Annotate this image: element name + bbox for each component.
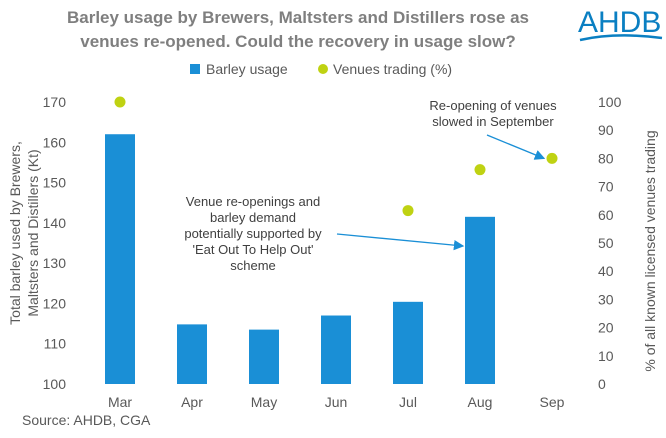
bar-aug	[465, 216, 495, 384]
venue-point-jul	[402, 205, 414, 217]
ahdb-logo: AHDB	[578, 6, 663, 42]
annotation-aug-line: Venue re-openings and	[186, 194, 320, 209]
x-tick-label: Sep	[540, 394, 565, 410]
venue-point-sep	[546, 152, 558, 164]
y2-tick-label: 30	[598, 291, 614, 307]
y-tick-label: 120	[43, 295, 67, 311]
y2-tick-label: 80	[598, 150, 614, 166]
bar-jul	[393, 301, 423, 384]
x-tick-label: Jul	[399, 394, 417, 410]
bar-apr	[177, 324, 207, 384]
annotation-aug-line: potentially supported by	[184, 226, 322, 241]
y-axis-title-line-1: Total barley used by Brewers,	[7, 141, 23, 325]
source-note: Source: AHDB, CGA	[22, 412, 151, 428]
annotation-aug-line: barley demand	[210, 210, 296, 225]
logo-text: AHDB	[578, 6, 661, 39]
annotation-aug-arrow	[336, 233, 465, 251]
x-tick-label: Apr	[181, 394, 203, 410]
y2-tick-label: 10	[598, 348, 614, 364]
venue-point-aug	[474, 164, 486, 176]
bar-jun	[321, 315, 351, 384]
y-axis-title-line-2: Maltsters and Distillers (Kt)	[25, 149, 41, 316]
annotation-sep-line: Re-opening of venues	[429, 98, 557, 113]
y2-tick-label: 50	[598, 235, 614, 251]
annotation-sep-line: slowed in September	[432, 114, 554, 129]
x-tick-label: Jun	[325, 394, 348, 410]
annotation-aug-line: 'Eat Out To Help Out'	[192, 242, 313, 257]
y-tick-label: 170	[43, 94, 67, 110]
annotation-sep-arrow	[486, 134, 546, 160]
legend-bar-label: Barley usage	[206, 61, 288, 77]
legend-dot-swatch	[318, 64, 328, 74]
y-tick-label: 130	[43, 255, 67, 271]
y2-tick-label: 20	[598, 320, 614, 336]
x-tick-label: May	[251, 394, 277, 410]
y2-tick-label: 0	[598, 376, 606, 392]
bar-may	[249, 329, 279, 384]
y-tick-label: 100	[43, 376, 67, 392]
y-tick-label: 110	[44, 336, 67, 352]
chart-title: Barley usage by Brewers, Maltsters and D…	[0, 6, 596, 54]
y2-tick-label: 40	[598, 263, 614, 279]
y-tick-label: 150	[43, 175, 67, 191]
annotation-aug-line: scheme	[230, 258, 276, 273]
legend-dot-label: Venues trading (%)	[333, 61, 452, 77]
y2-axis-title: % of all known licensed venues trading	[642, 130, 658, 371]
y2-tick-label: 70	[598, 179, 614, 195]
legend-bar-swatch	[190, 64, 200, 74]
title-line-1: Barley usage by Brewers, Maltsters and D…	[66, 8, 530, 27]
x-tick-label: Aug	[468, 394, 493, 410]
title-line-2: venues re-opened. Could the recovery in …	[80, 32, 516, 51]
y2-tick-label: 100	[598, 94, 622, 110]
y2-tick-label: 60	[598, 207, 614, 223]
logo-swoosh	[579, 34, 663, 42]
y-tick-label: 160	[43, 134, 67, 150]
x-tick-label: Mar	[108, 394, 132, 410]
bar-mar	[105, 134, 135, 384]
y-tick-label: 140	[43, 215, 67, 231]
y2-tick-label: 90	[598, 122, 614, 138]
venue-point-mar	[114, 96, 126, 108]
